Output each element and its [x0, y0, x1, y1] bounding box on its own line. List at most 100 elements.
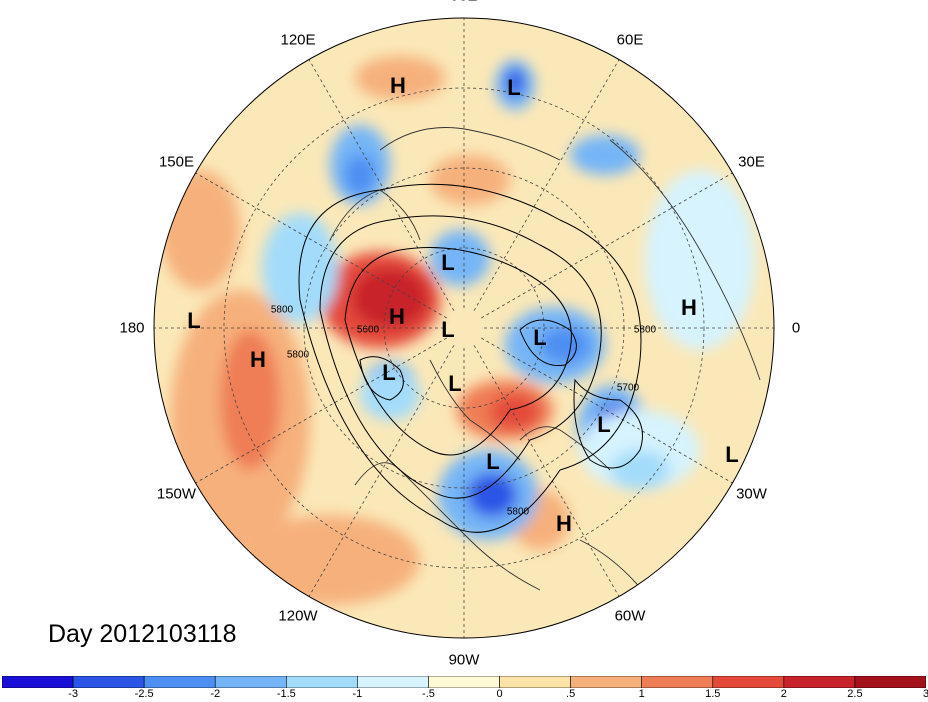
meridian-330 [481, 337, 733, 484]
coastline-2 [609, 139, 761, 381]
longitude-label-0: 90E [451, 0, 478, 5]
longitude-label-4: 30W [736, 485, 767, 503]
anomaly-blob-28 [360, 370, 420, 420]
contour-3 [573, 378, 643, 469]
longitude-label-10: 150E [158, 153, 194, 171]
anomaly-blob-16 [540, 327, 590, 363]
meridian-240 [308, 345, 455, 597]
pressure-center-high-azores: H [556, 511, 572, 536]
anomaly-blob-9 [355, 56, 445, 100]
colorbar-tick-7: .5 [566, 688, 576, 700]
colorbar-tick-3: -1.5 [276, 688, 296, 700]
meridian-30 [481, 172, 733, 319]
anomaly-blob-13 [344, 155, 376, 195]
contour-0 [298, 183, 642, 533]
anomaly-blob-25 [645, 170, 755, 350]
contour-label-0: 5800 [270, 304, 294, 316]
colorbar-swatch-11 [783, 676, 856, 688]
longitude-label-2: 30E [738, 153, 765, 171]
colorbar-swatch-9 [641, 676, 714, 688]
pressure-center-low-barents: L [533, 325, 547, 350]
pressure-center-high-africa: H [681, 295, 697, 320]
pressure-center-low-arctic-north: L [441, 250, 455, 275]
colorbar-tick-6: 0 [496, 688, 503, 700]
contour-label-5: 5800 [506, 506, 530, 518]
colorbar-tick-8: 1 [638, 688, 645, 700]
contour-2 [344, 247, 572, 456]
colorbar-swatch-5 [357, 676, 429, 688]
graticule [154, 18, 774, 638]
pressure-center-low-sandy: L [486, 449, 500, 474]
colorbar-swatch-1 [72, 676, 145, 688]
latitude-circle-2 [223, 87, 705, 569]
colorbar-swatch-3 [214, 676, 287, 688]
colorbar-tick-4: -1 [352, 688, 363, 700]
coastline-3 [379, 127, 561, 161]
colorbar [2, 676, 926, 688]
contour-label-2: 5800 [286, 349, 310, 361]
longitude-label-1: 60E [616, 31, 644, 49]
anomaly-blob-5 [352, 268, 428, 328]
coastline-0 [354, 462, 541, 591]
anomaly-blob-27 [610, 450, 670, 490]
map-boundary [153, 17, 775, 639]
anomaly-blob-14 [430, 230, 490, 286]
pressure-center-high-120e: H [390, 73, 406, 98]
longitude-label-9: 180 [119, 319, 145, 337]
coastline-1 [519, 426, 611, 471]
colorbar-tick-0: -3 [68, 688, 78, 700]
colorbar-tick-9: 1.5 [705, 688, 721, 700]
pressure-center-low-atlantic: L [597, 412, 611, 437]
anomaly-blob-22 [505, 68, 525, 96]
pressure-center-low-75e: L [507, 75, 521, 100]
longitude-label-11: 120E [280, 31, 316, 49]
pressure-center-low-180: L [187, 308, 201, 333]
anomaly-blob-3 [160, 170, 240, 290]
height-contours [298, 183, 643, 533]
longitude-label-7: 120W [278, 607, 318, 625]
meridian-210 [195, 337, 447, 484]
longitude-label-3: 0 [791, 319, 801, 337]
contour-label-3: 5800 [633, 324, 657, 336]
meridian-60 [473, 59, 620, 311]
meridian-300 [473, 345, 620, 597]
colorbar-tick-11: 2.5 [847, 688, 863, 700]
colorbar-swatch-0 [2, 676, 74, 688]
colorbar-swatch-6 [428, 676, 500, 688]
contour-4 [359, 356, 404, 401]
anomaly-blob-20 [467, 473, 517, 517]
contour-label-1: 5600 [356, 324, 380, 336]
meridian-120 [308, 59, 455, 311]
colorbar-tick-1: -2.5 [134, 688, 154, 700]
longitude-label-8: 150W [156, 485, 197, 503]
contour-label-4: 5700 [616, 382, 640, 394]
colorbar-tick-2: -2 [210, 688, 221, 700]
day-label: Day 2012103118 [48, 620, 237, 648]
longitude-label-6: 90W [448, 651, 480, 669]
pressure-center-low-alaska: L [382, 360, 396, 385]
contour-1 [319, 215, 602, 499]
pressure-center-high-siberia: H [389, 304, 405, 329]
colorbar-tick-10: 2 [780, 688, 787, 700]
pressure-center-low-pole: L [441, 317, 455, 342]
anomaly-blob-8 [430, 155, 510, 205]
coastline-5 [429, 359, 521, 461]
pressure-center-low-canada: L [448, 371, 462, 396]
colorbar-swatch-12 [854, 676, 926, 688]
contour-5 [519, 319, 577, 367]
anomaly-blob-23 [570, 135, 640, 175]
anomaly-blob-1 [220, 330, 280, 470]
colorbar-swatch-4 [286, 676, 358, 688]
colorbar-tick-12: 3 [922, 688, 928, 700]
pressure-center-low-southeast-atlantic: L [725, 442, 739, 467]
pressure-center-high-pacific: H [250, 347, 266, 372]
colorbar-tick-5: -.5 [422, 688, 435, 700]
meridian-150 [195, 172, 447, 319]
colorbar-swatch-7 [499, 676, 571, 688]
colorbar-swatch-2 [143, 676, 216, 688]
colorbar-swatch-8 [570, 676, 642, 688]
longitude-label-5: 60W [614, 607, 646, 625]
colorbar-swatch-10 [712, 676, 785, 688]
anomaly-blob-7 [490, 394, 540, 430]
